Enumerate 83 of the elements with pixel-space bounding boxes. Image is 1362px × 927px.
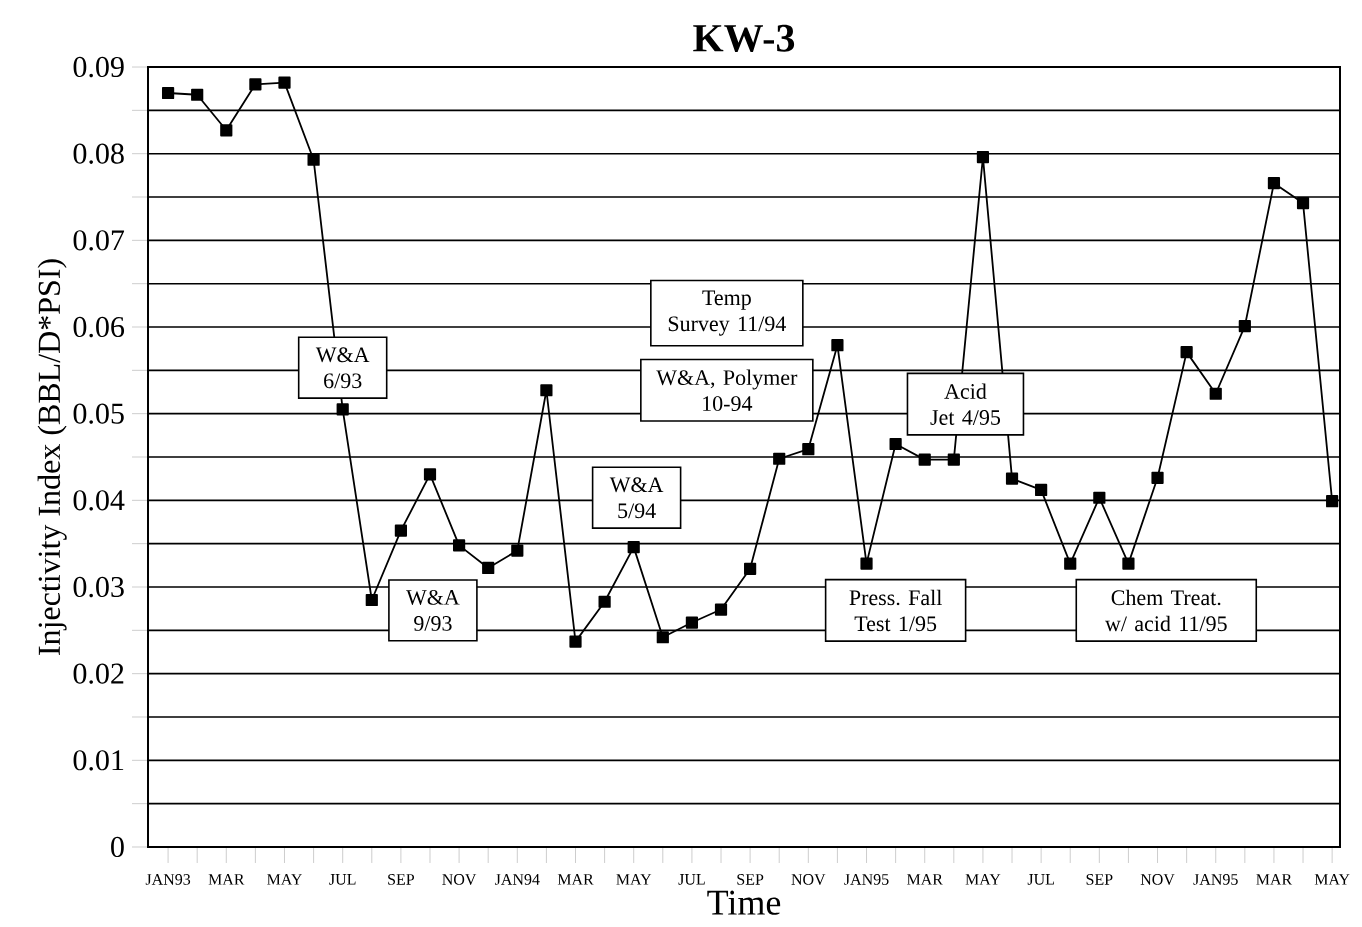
x-tick-label: NOV: [442, 874, 477, 885]
point: [1238, 320, 1251, 333]
point: [1180, 346, 1193, 359]
x-tick-label: MAR: [906, 874, 943, 885]
x-tick-label: JUL: [1027, 874, 1054, 885]
point: [511, 544, 524, 557]
annotation: W&A 5/94: [609, 477, 664, 519]
point: [1209, 387, 1222, 400]
point: [802, 443, 815, 456]
x-tick-label: SEP: [737, 874, 764, 885]
x-tick-label: SEP: [1086, 874, 1113, 885]
point: [249, 78, 262, 91]
y-tick-label: 0.04: [73, 490, 125, 511]
point: [744, 562, 757, 575]
x-tick-label: NOV: [791, 874, 826, 885]
x-tick-label: MAY: [616, 874, 652, 885]
y-tick-label: 0.08: [73, 143, 124, 164]
point: [1064, 557, 1077, 570]
annotation: Press. Fall Test 1/95: [849, 589, 942, 632]
point: [1035, 483, 1048, 497]
point: [947, 453, 960, 466]
x-tick-label: JAN94: [494, 874, 540, 885]
annotation: W&A, Polymer 10-94: [656, 369, 798, 412]
point: [831, 339, 844, 352]
point: [1296, 196, 1310, 210]
x-tick-label: SEP: [388, 874, 415, 885]
point: [918, 453, 931, 466]
point: [336, 403, 349, 416]
point: [627, 541, 640, 554]
point: [394, 524, 407, 537]
point: [656, 631, 669, 644]
x-tick-label: NOV: [1140, 874, 1175, 885]
y-tick-label: 0.09: [73, 56, 124, 78]
x-tick-label: MAR: [208, 874, 245, 885]
x-tick-label: MAY: [965, 874, 1001, 885]
point: [889, 437, 902, 451]
point: [307, 153, 320, 166]
y-tick-label: 0.07: [73, 230, 125, 251]
annotation: Chem Treat. w/ acid 11/95: [1104, 589, 1227, 632]
point: [685, 616, 699, 629]
point: [423, 468, 437, 481]
annotation: W&A 6/93: [315, 347, 370, 389]
y-tick-label: 0.03: [73, 576, 124, 598]
x-tick-label: JUL: [329, 874, 356, 885]
point: [976, 151, 990, 164]
point: [1122, 557, 1135, 570]
y-tick-label: 0: [111, 836, 124, 858]
point: [1093, 491, 1106, 504]
point: [1005, 472, 1019, 485]
point: [161, 86, 175, 100]
point: [365, 593, 378, 607]
y-tick-label: 0.02: [73, 663, 124, 684]
y-tick-label: 0.06: [73, 316, 125, 338]
point: [860, 557, 873, 570]
annotation: Acid Jet 4/95: [930, 383, 1001, 425]
point: [598, 595, 611, 608]
point: [773, 452, 786, 465]
point: [278, 76, 291, 89]
x-tick-label: MAY: [1314, 874, 1350, 885]
point: [482, 561, 495, 575]
x-tick-label: MAR: [557, 874, 594, 885]
x-axis-title: Time: [707, 890, 781, 915]
x-tick-label: JAN95: [1193, 874, 1238, 885]
point: [1326, 495, 1339, 508]
annotation: Temp Survey 11/94: [668, 290, 786, 336]
x-tick-label: MAY: [267, 874, 303, 885]
point: [569, 635, 582, 648]
x-tick-label: JUL: [678, 874, 705, 885]
point: [1151, 471, 1164, 484]
x-tick-label: MAR: [1256, 874, 1293, 885]
y-tick-label: 0.05: [73, 403, 124, 424]
chart-title: KW-3: [693, 24, 795, 52]
point: [540, 384, 553, 397]
y-tick-label: 0.01: [73, 750, 124, 771]
point: [453, 539, 466, 552]
x-tick-label: JAN93: [145, 874, 191, 885]
point: [714, 603, 728, 616]
point: [191, 88, 204, 101]
point: [220, 124, 233, 137]
annotation: W&A 9/93: [406, 589, 460, 631]
x-tick-label: JAN95: [844, 874, 889, 885]
point: [1267, 177, 1281, 190]
y-axis-title: Injectivity Index (BBL/D*PSI): [37, 259, 67, 655]
